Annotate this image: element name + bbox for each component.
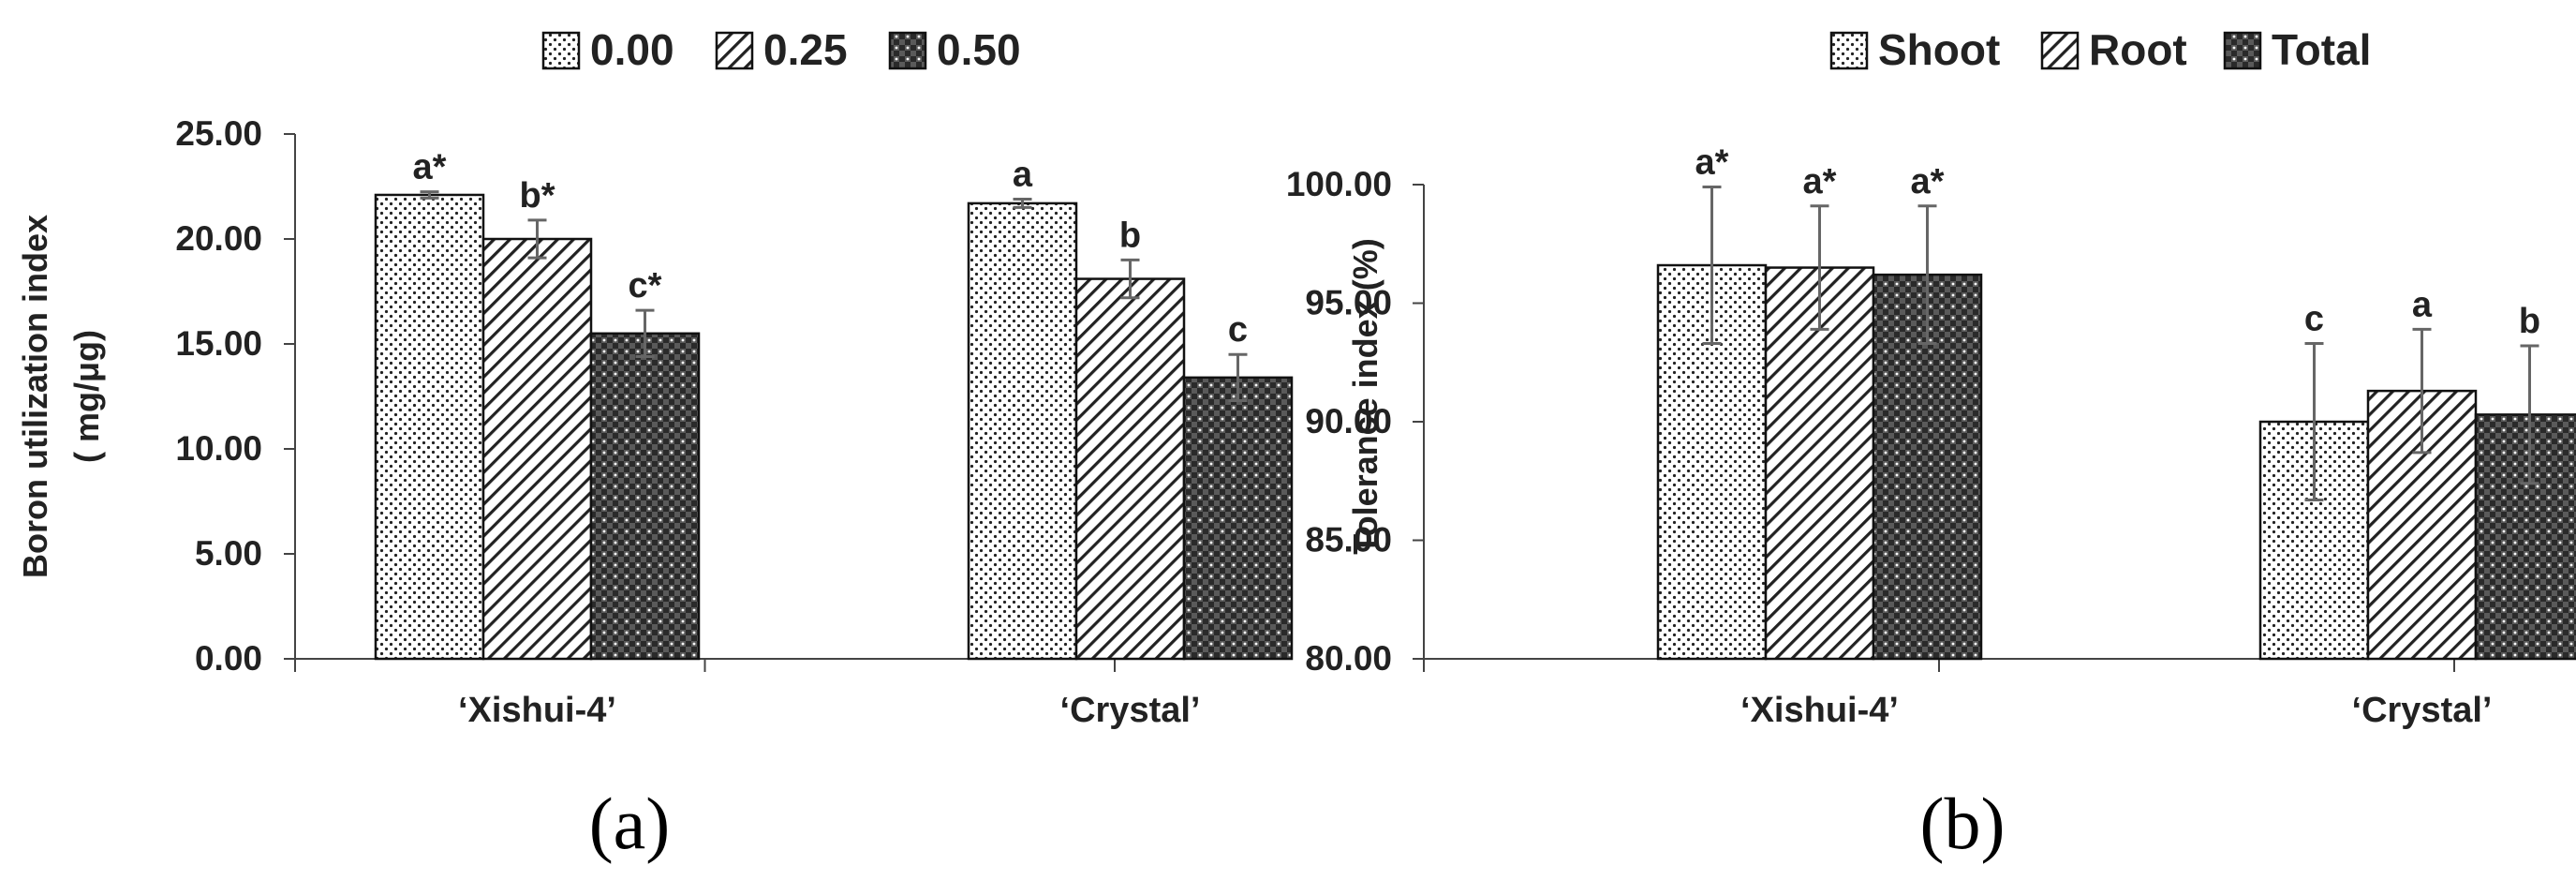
x-tick-label: ‘Crystal’	[1060, 691, 1201, 730]
y-tick-label: 0.00	[195, 639, 262, 678]
data-label: a*	[413, 148, 447, 187]
legend-swatch	[2223, 31, 2262, 70]
data-label: b	[2519, 302, 2540, 341]
bar	[2474, 413, 2576, 661]
y-tick-label: 90.00	[1305, 402, 1392, 440]
data-label: a	[2412, 285, 2433, 324]
legend-swatch	[1829, 31, 1869, 70]
y-axis-label: Tolerance index (%)	[1346, 238, 1384, 554]
data-label: c	[2304, 300, 2324, 339]
y-tick-label: 95.00	[1305, 284, 1392, 322]
chart-panel-a: 0.00 0.25 0.50 Boron utilization index ( mg…	[16, 25, 1294, 864]
x-tick-label: ‘Crystal’	[2352, 691, 2493, 730]
y-tick-label: 85.00	[1305, 521, 1392, 559]
data-label: c	[1228, 310, 1248, 350]
y-axis-label-a: Boron utilization index ( mg/μg)	[16, 215, 106, 578]
bars-a: a* b* c* a b c	[374, 148, 1294, 661]
y-tick-label: 10.00	[175, 429, 262, 468]
bar	[1764, 266, 1875, 661]
y-tick-label: 100.00	[1286, 165, 1392, 203]
legend-label: Shoot	[1878, 25, 2000, 74]
data-label: a	[1013, 155, 1033, 194]
legend-label: Root	[2089, 25, 2187, 74]
data-label: c*	[629, 266, 662, 306]
bars-b: a* a* a* c a b	[1656, 143, 2576, 661]
legend-swatch	[541, 31, 581, 70]
bar	[589, 332, 701, 661]
legend-swatch	[888, 31, 927, 70]
y-axis-label: ( mg/μg)	[67, 330, 106, 463]
legend-a: 0.00 0.25 0.50	[541, 25, 1021, 74]
data-label: a*	[1803, 162, 1837, 201]
y-tick-label: 80.00	[1305, 639, 1392, 678]
y-tick-label: 5.00	[195, 534, 262, 573]
legend-label: Total	[2272, 25, 2371, 74]
data-label: a*	[1695, 143, 1729, 183]
panel-label-b: (b)	[1920, 783, 2006, 864]
bar	[374, 193, 485, 661]
y-tick-label: 20.00	[175, 219, 262, 258]
bar	[967, 201, 1078, 661]
x-tick-label: ‘Xishui-4’	[458, 691, 616, 730]
axes-a: 0.00 5.00 10.00 15.00 20.00 25.00 ‘Xishui-4’ ‘C…	[175, 114, 1200, 730]
axes-b: 80.00 85.00 90.00 95.00 100.00 ‘Xishui-4’ ‘Cry…	[1286, 165, 2493, 730]
legend-b: Shoot Root Total	[1829, 25, 2371, 74]
legend-swatch	[715, 31, 754, 70]
legend-label: 0.50	[937, 25, 1021, 74]
bar	[1074, 277, 1186, 661]
y-tick-label: 25.00	[175, 114, 262, 153]
legend-swatch	[2040, 31, 2080, 70]
bar	[1182, 376, 1294, 661]
y-tick-label: 15.00	[175, 324, 262, 363]
y-axis-label-b: Tolerance index (%)	[1346, 238, 1384, 554]
data-label: b*	[520, 176, 555, 216]
data-label: b	[1119, 216, 1141, 255]
legend-label: 0.25	[763, 25, 848, 74]
bar	[481, 237, 593, 661]
legend-label: 0.00	[590, 25, 674, 74]
x-tick-label: ‘Xishui-4’	[1740, 691, 1899, 730]
data-label: a*	[1911, 162, 1945, 201]
chart-panel-b: Shoot Root Total Tolerance index (%) 80.00…	[1286, 25, 2576, 864]
y-axis-label: Boron utilization index	[16, 215, 54, 578]
panel-label-a: (a)	[589, 783, 671, 864]
